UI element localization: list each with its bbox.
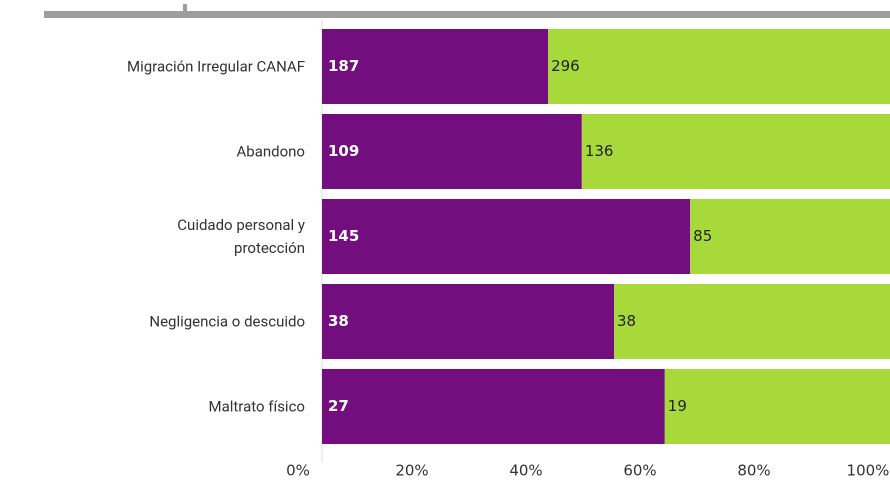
value-label: 109	[328, 142, 359, 160]
bar-segment	[690, 199, 890, 274]
category-label: Cuidado personal y protección	[177, 215, 305, 257]
scroll-handle	[183, 4, 187, 12]
value-label: 296	[551, 57, 580, 75]
value-label: 187	[328, 57, 359, 75]
value-label: 38	[328, 312, 349, 330]
bar-segment	[581, 114, 890, 189]
bar-segment	[614, 284, 890, 359]
bar-segment	[322, 199, 691, 274]
bar-segment	[322, 369, 665, 444]
x-tick-label: 40%	[509, 462, 542, 480]
x-tick-label: 80%	[737, 462, 770, 480]
x-tick-label: 0%	[286, 462, 310, 480]
value-label: 27	[328, 397, 349, 415]
value-label: 85	[693, 227, 712, 245]
bar-segment	[322, 114, 582, 189]
category-label: Maltrato físico	[208, 397, 305, 415]
x-tick-label: 100%	[847, 462, 890, 480]
x-tick-label: 20%	[395, 462, 428, 480]
value-label: 38	[617, 312, 636, 330]
value-label: 19	[668, 397, 687, 415]
category-label: Migración Irregular CANAF	[127, 57, 305, 75]
value-label: 145	[328, 227, 359, 245]
bar-segment	[322, 284, 614, 359]
bar-segment	[322, 29, 549, 104]
bar-segment	[548, 29, 890, 104]
value-label: 136	[585, 142, 614, 160]
x-tick-label: 60%	[623, 462, 656, 480]
category-label: Abandono	[236, 142, 305, 160]
scroll-bar	[44, 11, 890, 18]
bar-segment	[664, 369, 890, 444]
category-label: Negligencia o descuido	[149, 312, 305, 330]
